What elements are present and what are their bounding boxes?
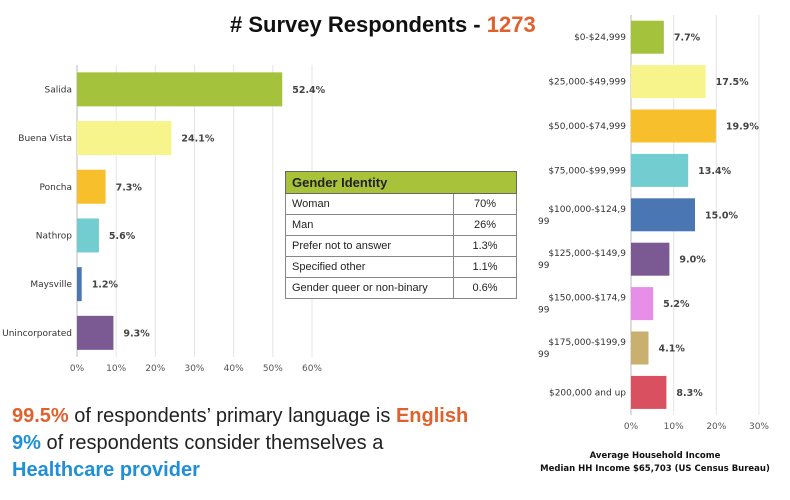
- table-row: Woman 70%: [285, 193, 517, 215]
- x-tick-label: 50%: [263, 364, 283, 374]
- data-label: 5.6%: [109, 231, 136, 242]
- data-label: 17.5%: [716, 77, 749, 88]
- category-label: $75,000-$99,999: [548, 166, 626, 176]
- gender-table-header: Gender Identity: [285, 171, 517, 194]
- summary-notes: 99.5% of respondents’ primary language i…: [12, 403, 468, 484]
- data-label: 5.2%: [663, 299, 690, 310]
- language-emphasis: English: [395, 405, 469, 427]
- category-label: $100,000-$124,9 99: [538, 205, 626, 227]
- x-tick-label: 20%: [145, 364, 165, 374]
- income-caption: Average Household Income Median HH Incom…: [530, 450, 780, 476]
- income-caption-title: Average Household Income: [589, 451, 721, 461]
- bar: [77, 218, 99, 253]
- category-label: $25,000-$49,999: [548, 78, 626, 88]
- data-label: 7.7%: [674, 33, 701, 44]
- x-tick-label: 0%: [624, 422, 639, 432]
- bar: [631, 242, 670, 276]
- gender-value: 26%: [453, 214, 517, 236]
- bar: [631, 65, 706, 99]
- income-chart: 0% 10% 20% 30% 7.7% $0-$24,999 17.5% $25,000-$4…: [538, 15, 769, 432]
- language-note: 99.5% of respondents’ primary language i…: [12, 403, 468, 430]
- data-label: 15.0%: [705, 210, 738, 221]
- table-row: Specified other 1.1%: [285, 256, 517, 278]
- x-tick-label: 60%: [302, 364, 322, 374]
- income-caption-median: Median HH Income $65,703 (US Census Bure…: [540, 464, 770, 474]
- category-label: $150,000-$174,9 99: [538, 294, 626, 316]
- language-percent: 99.5%: [12, 405, 69, 427]
- gender-value: 1.1%: [453, 256, 517, 278]
- bar: [77, 72, 283, 107]
- healthcare-text: of respondents consider themselves a: [40, 432, 384, 454]
- bar: [77, 169, 106, 204]
- category-label: Salida: [45, 85, 72, 95]
- gender-label: Specified other: [285, 256, 454, 278]
- bar: [631, 153, 689, 187]
- category-label: Nathrop: [36, 231, 72, 241]
- respondent-count: 1273: [486, 12, 536, 37]
- bar: [77, 267, 82, 302]
- category-label: $0-$24,999: [574, 33, 626, 43]
- gender-value: 1.3%: [453, 235, 517, 257]
- table-row: Prefer not to answer 1.3%: [285, 235, 517, 257]
- gender-value: 70%: [453, 193, 517, 215]
- bar: [631, 375, 667, 409]
- page-title: # Survey Respondents - 1273: [230, 12, 536, 38]
- category-label: Unincorporated: [2, 329, 72, 339]
- bar: [631, 20, 664, 54]
- x-tick-label: 10%: [106, 364, 126, 374]
- x-tick-label: 40%: [224, 364, 244, 374]
- data-label: 13.4%: [698, 166, 731, 177]
- table-row: Gender queer or non-binary 0.6%: [285, 277, 517, 299]
- bar: [77, 121, 172, 156]
- bar: [631, 109, 716, 143]
- bar: [631, 198, 695, 232]
- category-label: $175,000-$199,9 99: [538, 338, 626, 360]
- data-label: 9.3%: [123, 328, 150, 339]
- data-label: 52.4%: [292, 85, 325, 96]
- category-label: Buena Vista: [18, 134, 72, 144]
- category-label: $50,000-$74,999: [548, 122, 626, 132]
- x-tick-label: 30%: [184, 364, 204, 374]
- healthcare-emphasis: Healthcare provider: [12, 459, 200, 481]
- data-label: 8.3%: [676, 388, 703, 399]
- bar: [77, 315, 114, 350]
- table-row: Man 26%: [285, 214, 517, 236]
- category-label: $125,000-$149,9 99: [538, 249, 626, 271]
- title-text: # Survey Respondents -: [230, 12, 481, 37]
- healthcare-percent: 9%: [12, 432, 41, 454]
- x-tick-label: 10%: [664, 422, 684, 432]
- gender-label: Man: [285, 214, 454, 236]
- x-tick-label: 0%: [70, 364, 85, 374]
- data-label: 9.0%: [679, 255, 706, 266]
- healthcare-note: 9% of respondents consider themselves a: [12, 430, 468, 457]
- gender-value: 0.6%: [453, 277, 517, 299]
- language-text: of respondents’ primary language is: [68, 405, 396, 427]
- data-label: 4.1%: [658, 344, 685, 355]
- data-label: 24.1%: [181, 134, 214, 145]
- gender-label: Gender queer or non-binary: [285, 277, 454, 299]
- gender-identity-table: Gender Identity Woman 70% Man 26% Prefer n…: [285, 171, 517, 299]
- data-label: 1.2%: [92, 280, 119, 291]
- gender-label: Prefer not to answer: [285, 235, 454, 257]
- data-label: 19.9%: [726, 122, 759, 133]
- bar: [631, 331, 649, 365]
- bar: [631, 287, 654, 321]
- town-chart: 0% 10% 20% 30% 40% 50% 60% 52.4% Salida 24.1% Buen…: [2, 65, 326, 374]
- x-tick-label: 20%: [706, 422, 726, 432]
- gender-label: Woman: [285, 193, 454, 215]
- x-tick-label: 30%: [749, 422, 769, 432]
- healthcare-note-2: Healthcare provider: [12, 457, 468, 484]
- data-label: 7.3%: [116, 182, 143, 193]
- category-label: $200,000 and up: [549, 388, 626, 398]
- category-label: Poncha: [40, 183, 72, 193]
- category-label: Maysville: [30, 280, 72, 290]
